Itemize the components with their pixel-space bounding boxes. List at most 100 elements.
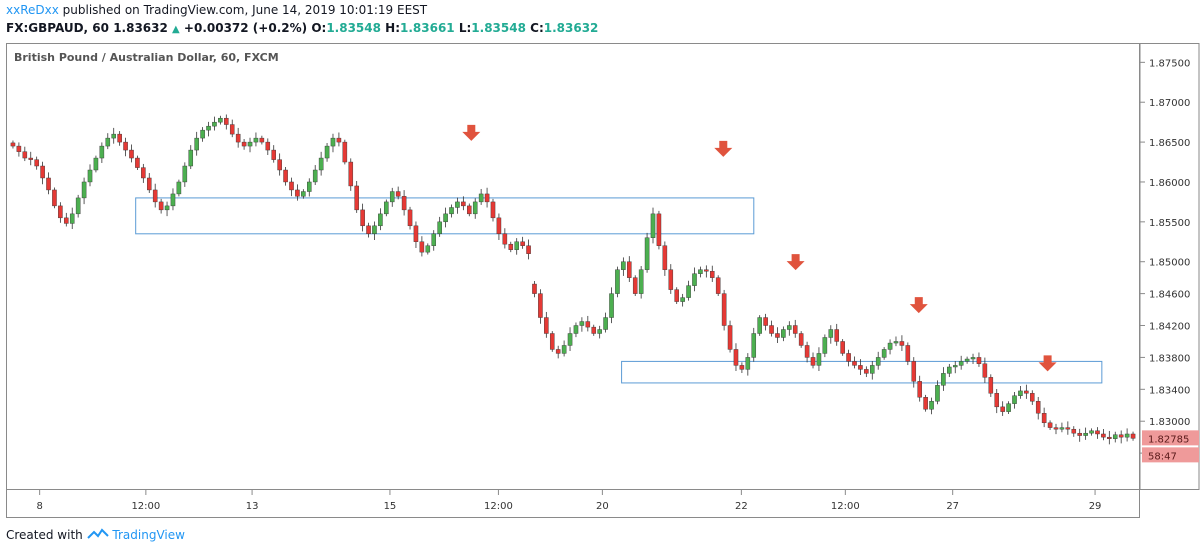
candle-body (490, 201, 496, 219)
price-change: +0.00372 (+0.2%) (183, 21, 308, 35)
open-label: O: (311, 21, 327, 35)
candle-body (508, 243, 514, 250)
candle-body (425, 245, 431, 253)
candle-body (307, 181, 312, 192)
candle-body (585, 321, 591, 328)
candle-body (146, 177, 152, 191)
candle-body (449, 207, 454, 215)
arrows-layer (462, 124, 1057, 372)
candle-body (224, 117, 229, 125)
candle-body (822, 337, 828, 354)
candle-body (64, 217, 69, 224)
low-value: 1.83548 (471, 21, 526, 35)
up-triangle-icon: ▲ (172, 24, 180, 35)
candle-body (135, 157, 140, 168)
symbol-label: FX:GBPAUD, 60 (6, 21, 109, 35)
candle-body (775, 333, 780, 338)
candle-body (141, 167, 146, 179)
candle-body (899, 341, 905, 346)
countdown-text: 58:47 (1148, 451, 1177, 462)
candle-body (674, 289, 679, 302)
x-tick-label: 12:00 (831, 501, 860, 512)
candle-body (58, 205, 63, 219)
candle-body (792, 325, 798, 334)
candle-body (887, 342, 893, 350)
candle-body (46, 177, 51, 191)
x-tick-label: 20 (596, 501, 609, 512)
candle-body (893, 341, 899, 344)
zones-layer (135, 197, 1103, 384)
created-with-text: Created with (6, 528, 83, 542)
candle-body (603, 317, 608, 330)
candle-body (698, 269, 703, 274)
candle-body (627, 261, 632, 278)
candle-body (1071, 428, 1077, 434)
candle-body (1035, 401, 1041, 414)
author-link[interactable]: xxReDxx (6, 3, 59, 17)
candle-body (561, 345, 567, 354)
candle-body (1101, 433, 1106, 438)
candle-body (644, 237, 650, 270)
candle-body (905, 345, 911, 362)
x-tick-label: 22 (735, 501, 748, 512)
down-arrow-icon (462, 124, 481, 141)
time-scale[interactable] (6, 489, 1140, 518)
candle-body (988, 377, 994, 394)
candle-body (129, 149, 134, 159)
candle-body (621, 261, 626, 270)
candle-body (579, 321, 585, 326)
candle-body (152, 189, 158, 203)
candle-body (16, 145, 22, 152)
candle-body (1065, 427, 1071, 430)
candle-body (443, 213, 448, 223)
tradingview-logo-icon (86, 528, 109, 539)
candle-body (194, 137, 199, 151)
price-chart[interactable]: British Pound / Australian Dollar, 60, F… (0, 40, 1200, 520)
candle-body (484, 193, 490, 203)
candle-body (247, 141, 253, 147)
candle-body (437, 221, 442, 235)
candle-body (656, 213, 662, 246)
candle-body (1006, 403, 1011, 412)
candle-body (265, 141, 271, 151)
candle-body (632, 277, 638, 294)
candle-body (1018, 390, 1023, 396)
tradingview-brand[interactable]: TradingView (112, 528, 185, 542)
candle-body (917, 381, 922, 398)
countdown-tag (1142, 447, 1199, 463)
publish-line: xxReDxx published on TradingView.com, Ju… (6, 3, 427, 17)
candle-body (858, 365, 863, 370)
candle-body (514, 241, 519, 250)
candle-body (733, 349, 739, 366)
candle-body (781, 329, 786, 338)
candle-body (650, 213, 656, 238)
candle-body (1124, 433, 1130, 438)
candle-body (911, 361, 917, 382)
candle-body (360, 209, 365, 227)
candle-body (401, 196, 407, 211)
candle-body (271, 149, 276, 160)
candle-body (555, 349, 561, 354)
x-tick-label: 15 (384, 501, 397, 512)
candle-body (609, 293, 614, 318)
candle-body (283, 169, 288, 183)
candle-body (840, 341, 845, 354)
candle-body (952, 365, 958, 368)
down-arrow-icon (1038, 355, 1057, 372)
candle-body (413, 225, 419, 242)
y-tick-label: 1.86500 (1149, 138, 1190, 149)
candle-body (99, 145, 105, 159)
candle-body (1000, 406, 1005, 412)
candle-body (567, 333, 573, 346)
candle-body (378, 213, 383, 227)
y-tick-label: 1.83800 (1149, 353, 1190, 364)
last-price-tag (1142, 430, 1199, 446)
price-scale[interactable] (1139, 43, 1200, 490)
candle-body (526, 245, 531, 254)
candle-body (372, 225, 377, 235)
y-tick-label: 1.84200 (1149, 322, 1190, 333)
candle-body (1130, 433, 1136, 439)
candle-body (342, 141, 348, 163)
candle-body (176, 181, 182, 195)
candle-body (431, 233, 437, 246)
